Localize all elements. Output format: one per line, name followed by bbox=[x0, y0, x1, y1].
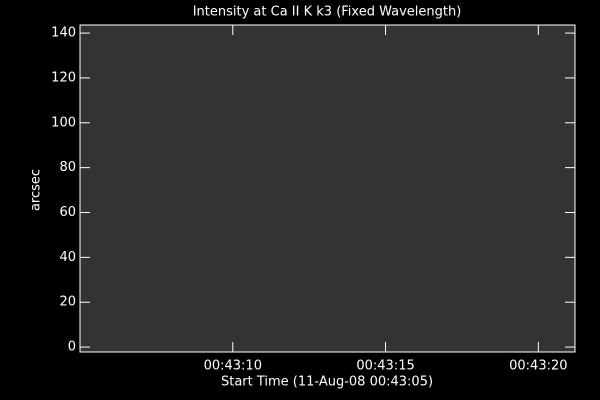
y-tick-label: 120 bbox=[51, 70, 76, 85]
y-tick-label: 40 bbox=[59, 250, 76, 265]
y-tick-label: 100 bbox=[51, 115, 76, 130]
y-tick-label: 20 bbox=[59, 295, 76, 310]
plot-frame bbox=[79, 24, 576, 353]
y-axis-label: arcsec bbox=[29, 169, 44, 211]
x-tick-label: 00:43:15 bbox=[356, 359, 414, 374]
x-axis-label: Start Time (11-Aug-08 00:43:05) bbox=[221, 375, 433, 390]
y-tick-label: 0 bbox=[68, 340, 76, 355]
y-tick-label: 80 bbox=[59, 160, 76, 175]
y-tick-label: 60 bbox=[59, 205, 76, 220]
image bbox=[80, 25, 575, 352]
x-tick-label: 00:43:20 bbox=[509, 359, 567, 374]
chart-title: Intensity at Ca II K k3 (Fixed Wavelengt… bbox=[193, 5, 462, 20]
y-tick-label: 140 bbox=[51, 26, 76, 41]
x-tick-label: 00:43:10 bbox=[204, 359, 262, 374]
